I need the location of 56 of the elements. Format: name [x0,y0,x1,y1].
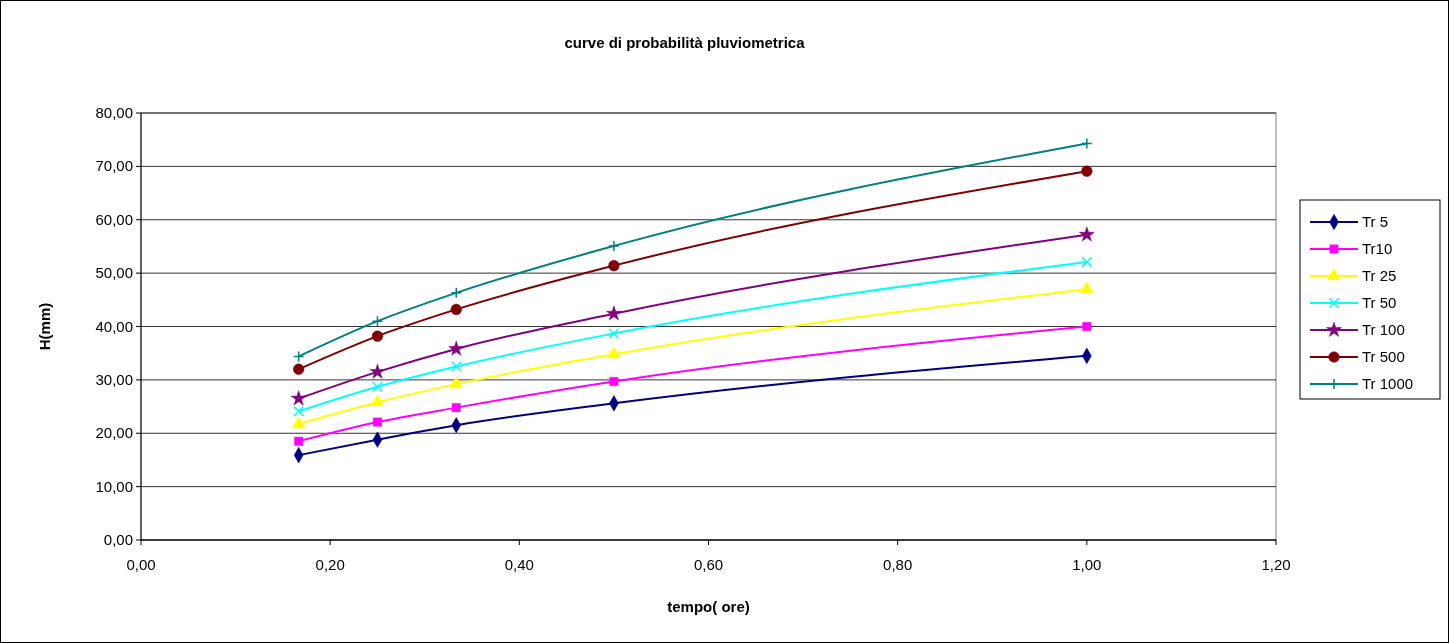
point [371,330,384,342]
y-tick-label: 30,00 [95,370,133,388]
point [1080,281,1094,294]
point [608,260,620,272]
x-tick-label: 1,20 [1261,556,1291,573]
legend-label: Tr 5 [1362,213,1389,230]
x-axis-title: tempo( ore) [667,598,750,615]
y-tick-label: 10,00 [95,477,133,495]
point [608,240,620,252]
point [608,327,620,339]
point [450,303,462,316]
point [450,287,462,299]
legend-label: Tr 25 [1362,267,1397,284]
point [370,394,385,407]
y-tick-label: 50,00 [95,264,133,282]
point [292,416,306,429]
x-tick-label: 0,80 [883,556,913,573]
point [290,390,307,406]
y-tick-label: 80,00 [95,104,133,121]
x-tick-label: 0,40 [504,556,534,573]
point [448,340,465,356]
y-tick-label: 60,00 [95,210,133,228]
point [1082,322,1092,331]
point [450,361,462,373]
x-tick-label: 1,00 [1072,556,1102,573]
y-tick-label: 70,00 [95,157,133,175]
point [292,350,305,363]
x-tick-label: 0,60 [693,556,724,573]
y-tick-label: 20,00 [95,424,133,442]
point [449,376,463,389]
point [293,405,305,417]
legend-label: Tr 100 [1362,321,1405,338]
point [1079,226,1095,242]
point [369,363,386,379]
point [609,377,619,386]
legend-label: Tr 1000 [1362,375,1414,392]
y-axis-title: H(mm) [36,302,53,351]
y-tick-label: 0,00 [103,531,133,548]
legend-label: Tr 500 [1362,348,1405,365]
point [1081,256,1093,268]
point [606,305,622,321]
legend-label: Tr 50 [1362,294,1397,311]
y-tick-label: 40,00 [95,317,133,335]
point [451,403,461,413]
chart-title: curve di probabilità pluviometrica [564,34,806,51]
point [607,346,621,359]
x-tick-label: 0,20 [315,556,345,573]
point [1081,137,1093,150]
point [371,315,384,327]
point [371,381,383,393]
point [1081,165,1093,177]
point [373,417,382,427]
point [294,436,304,446]
x-tick-label: 0,00 [126,556,156,573]
legend-label: Tr10 [1362,240,1393,257]
point [293,363,305,375]
